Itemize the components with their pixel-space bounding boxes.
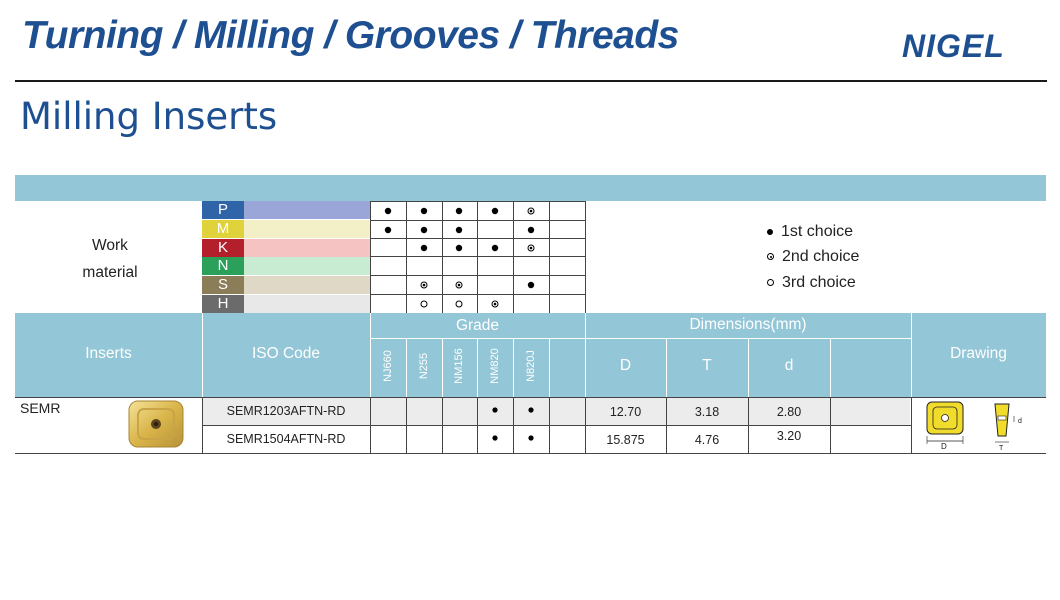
header-divider-line xyxy=(406,338,407,397)
material-bar-m xyxy=(244,220,370,238)
material-letter-h: H xyxy=(202,295,244,313)
bullseye-dot-icon xyxy=(767,253,774,261)
legend-second: 2nd choice xyxy=(767,248,859,266)
insert-image xyxy=(128,400,184,448)
grade-label-nj660: NJ660 xyxy=(382,350,394,382)
dimensions-header: Dimensions(mm) xyxy=(689,316,807,333)
dim-header-d-hole: d xyxy=(784,357,794,374)
header-divider-line xyxy=(477,338,478,397)
choice-marks xyxy=(384,207,535,308)
work-material-label: Work material xyxy=(60,232,160,286)
legend-first: 1st choice xyxy=(767,223,853,241)
dim-header-t: T xyxy=(702,357,712,374)
iso-code-cell: SEMR1203AFTN-RD xyxy=(226,404,346,418)
header-divider-line xyxy=(911,313,912,397)
grid-line xyxy=(477,201,478,313)
dim-header-d-outer: D xyxy=(619,357,632,374)
header-divider-line xyxy=(748,338,749,397)
legend-second-label: 2nd choice xyxy=(782,248,860,265)
dim-t-cell: 3.18 xyxy=(694,405,720,419)
header-divider-line xyxy=(830,338,831,397)
iso-code-cell: SEMR1504AFTN-RD xyxy=(226,432,346,446)
dim-t-cell: 4.76 xyxy=(694,433,720,447)
hollow-dot-icon xyxy=(767,279,774,287)
iso-code-header: ISO Code xyxy=(251,345,321,362)
grade-label-n820j: N820J xyxy=(525,350,537,382)
grade-marks xyxy=(492,407,534,441)
drawing-label-d-hole: d xyxy=(1018,418,1022,425)
grid-line xyxy=(15,453,1046,454)
insert-drawing: D d T xyxy=(926,401,1022,452)
solid-dot-icon xyxy=(767,228,773,235)
top-band xyxy=(15,175,1046,201)
dim-hole-cell: 3.20 xyxy=(776,429,802,443)
header-divider-line xyxy=(585,313,586,397)
grid-line xyxy=(442,201,443,313)
drawing-label-d-outer: D xyxy=(941,442,947,451)
work-material-label-line1: Work xyxy=(92,237,128,254)
material-bar-p xyxy=(244,201,370,219)
header-divider-line xyxy=(370,338,911,339)
grid-line xyxy=(15,397,1046,398)
grid-line xyxy=(513,201,514,313)
material-letter-s: S xyxy=(202,276,244,294)
header-divider-line xyxy=(442,338,443,397)
grade-label-nm156: NM156 xyxy=(453,348,465,384)
header-divider xyxy=(15,80,1047,82)
grid-line xyxy=(406,201,407,313)
grid-line xyxy=(370,201,371,313)
page-header-title: Turning / Milling / Grooves / Threads xyxy=(22,14,679,57)
material-letter-n: N xyxy=(202,257,244,275)
grade-label-nm820: NM820 xyxy=(489,348,501,384)
material-bar-n xyxy=(244,257,370,275)
grid-line xyxy=(585,201,586,313)
table-header xyxy=(15,313,1046,397)
material-bar-h xyxy=(244,295,370,313)
grade-header: Grade xyxy=(455,317,500,334)
work-material-label-line2: material xyxy=(82,264,138,281)
section-title: Milling Inserts xyxy=(20,95,278,138)
header-divider-line xyxy=(666,338,667,397)
grid-line xyxy=(549,201,550,313)
material-bar-s xyxy=(244,276,370,294)
drawing-header: Drawing xyxy=(950,345,1007,362)
grade-label-n255: N255 xyxy=(418,352,430,380)
legend-first-label: 1st choice xyxy=(781,223,854,240)
drawing-label-t: T xyxy=(999,445,1004,452)
legend-third-label: 3rd choice xyxy=(782,274,856,291)
material-bar-k xyxy=(244,239,370,257)
dim-d-cell: 15.875 xyxy=(606,433,645,447)
header-divider-line xyxy=(202,313,203,397)
table-row xyxy=(202,398,910,425)
insert-name: SEMR xyxy=(20,400,61,416)
grid-line xyxy=(911,397,912,453)
header-divider-line xyxy=(370,313,371,397)
material-letter-k: K xyxy=(202,239,244,257)
nigel-logo: NIGEL xyxy=(902,28,1005,64)
dim-hole-cell: 2.80 xyxy=(776,405,802,419)
header-divider-line xyxy=(513,338,514,397)
material-letter-p: P xyxy=(202,201,244,219)
header-divider-line xyxy=(549,338,550,397)
legend-third: 3rd choice xyxy=(767,274,856,292)
grid-line xyxy=(202,425,911,426)
dim-d-cell: 12.70 xyxy=(609,405,642,419)
inserts-header: Inserts xyxy=(85,345,132,362)
material-letter-m: M xyxy=(202,220,244,238)
